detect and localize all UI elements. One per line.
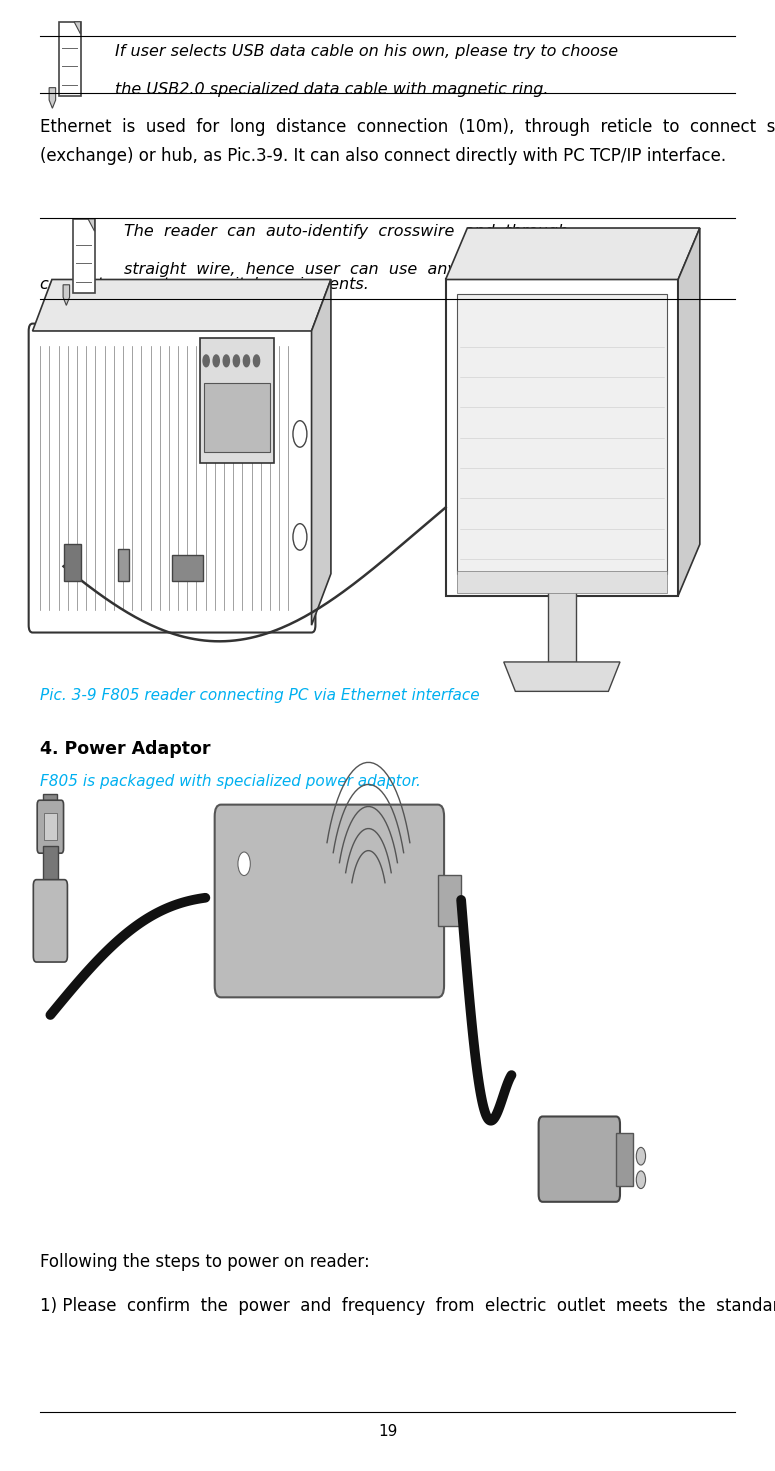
Circle shape [203,355,209,366]
FancyBboxPatch shape [446,279,678,596]
FancyBboxPatch shape [59,22,81,96]
Circle shape [213,355,219,366]
Polygon shape [63,285,70,306]
FancyBboxPatch shape [33,880,67,962]
Circle shape [636,1147,646,1165]
Text: 19: 19 [378,1424,397,1439]
Text: (exchange) or hub, as Pic.3-9. It can also connect directly with PC TCP/IP inter: (exchange) or hub, as Pic.3-9. It can al… [40,147,726,165]
Text: straight  wire,  hence  user  can  use  any  of  the  cables  to: straight wire, hence user can use any of… [124,262,607,277]
Bar [43,794,57,809]
FancyBboxPatch shape [29,324,315,633]
Text: the USB2.0 specialized data cable with magnetic ring.: the USB2.0 specialized data cable with m… [115,82,548,97]
Bar [172,555,203,581]
Polygon shape [33,279,331,331]
Bar [457,294,666,574]
Text: F805 is packaged with specialized power adaptor.: F805 is packaged with specialized power … [40,774,421,788]
Bar [204,382,270,452]
Text: 4. Power Adaptor: 4. Power Adaptor [40,740,211,758]
Bar [457,571,666,593]
Circle shape [636,1171,646,1189]
Circle shape [223,355,229,366]
Polygon shape [678,228,700,596]
Polygon shape [49,88,56,109]
Circle shape [253,355,260,366]
Polygon shape [74,22,81,34]
Bar [548,591,576,662]
Circle shape [243,355,250,366]
Polygon shape [312,279,331,625]
Bar [118,549,129,581]
Bar [43,846,58,883]
Bar [616,1133,633,1186]
Text: The  reader  can  auto-identify  crosswire  and  through: The reader can auto-identify crosswire a… [124,224,568,238]
Bar [438,875,461,927]
Polygon shape [88,219,95,231]
Text: Ethernet  is  used  for  long  distance  connection  (10m),  through  reticle  t: Ethernet is used for long distance conne… [40,118,775,135]
Circle shape [293,524,307,550]
FancyBboxPatch shape [215,805,444,997]
Polygon shape [446,228,700,279]
FancyBboxPatch shape [539,1116,620,1202]
Bar [44,813,57,840]
Bar [64,544,81,581]
Text: connect computer or switch equipments.: connect computer or switch equipments. [40,277,369,291]
FancyBboxPatch shape [73,219,95,293]
Bar [200,338,274,463]
Circle shape [233,355,239,366]
Text: Following the steps to power on reader:: Following the steps to power on reader: [40,1253,370,1271]
FancyBboxPatch shape [37,800,64,853]
Text: If user selects USB data cable on his own, please try to choose: If user selects USB data cable on his ow… [115,44,618,59]
Circle shape [293,421,307,447]
Circle shape [238,852,250,875]
Text: 1) Please  confirm  the  power  and  frequency  from  electric  outlet  meets  t: 1) Please confirm the power and frequenc… [40,1297,775,1315]
Polygon shape [504,662,620,691]
Text: Pic. 3-9 F805 reader connecting PC via Ethernet interface: Pic. 3-9 F805 reader connecting PC via E… [40,688,480,703]
